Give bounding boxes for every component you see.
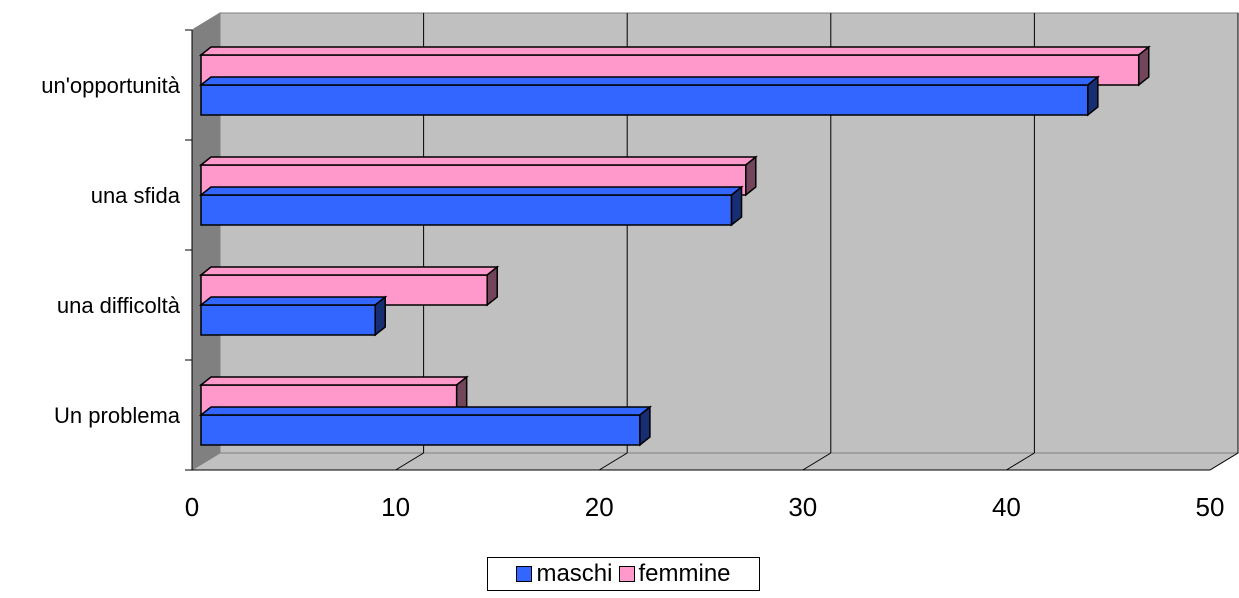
bar-femmine-un-opportunita-top [198,46,1151,56]
bar-maschi-una-difficolta [200,304,376,336]
floor-gridline-x [1209,452,1239,471]
bar-maschi-un-problema-top [198,406,653,416]
legend-label-femmine: femmine [638,560,731,587]
x-tick-label-50: 50 [1196,492,1225,522]
bar-femmine-una-difficolta-side [486,265,498,307]
bar-femmine-un-problema-top [198,376,469,386]
bar-maschi-una-sfida-top [198,186,744,196]
bar-femmine-una-difficolta-top [198,266,500,276]
legend: maschi femmine [487,557,760,591]
y-tick-label-una-difficolta: una difficoltà [57,293,181,318]
bars [198,45,1151,447]
bar-maschi-un-problema-side [639,405,651,447]
bar-maschi-una-sfida-side [730,185,743,227]
floor-gridline-x [802,452,832,471]
y-tick-label-un-problema: Un problema [54,403,181,428]
floor-gridline-x [395,452,424,471]
bar-femmine-una-sfida-top [198,156,758,166]
bar-maschi-un-problema [200,414,641,446]
legend-item-maschi: maschi [516,560,613,588]
bar-maschi-una-difficolta-top [198,296,388,306]
axes [185,29,1210,471]
y-tick-label-un-opportunita: un'opportunità [41,73,181,98]
legend-item-femmine: femmine [618,560,731,588]
bar-femmine-un-opportunita-side [1137,45,1150,87]
floor [190,452,1239,471]
legend-swatch-femmine [618,566,635,582]
bar-maschi-una-difficolta-side [374,295,386,337]
floor-gridline-x [598,452,628,471]
y-tick-label-una-sfida: una sfida [91,183,181,208]
x-tick-label-0: 0 [185,492,199,522]
legend-swatch-maschi [516,566,533,582]
floor-gridline-x [1006,452,1035,471]
axis-labels: Un problema una difficoltà una sfida un'opp… [41,73,1224,522]
legend-label-maschi: maschi [536,560,613,587]
bar-maschi-un-opportunita-side [1087,75,1099,117]
bar-maschi-una-sfida [200,194,733,226]
x-tick-label-40: 40 [992,492,1021,522]
bar-maschi-un-opportunita-top [198,76,1100,86]
x-tick-label-10: 10 [381,492,410,522]
bar-femmine-una-sfida-side [745,155,757,197]
bar-maschi-un-opportunita [200,84,1089,116]
x-tick-label-20: 20 [585,492,614,522]
x-tick-label-30: 30 [788,492,817,522]
